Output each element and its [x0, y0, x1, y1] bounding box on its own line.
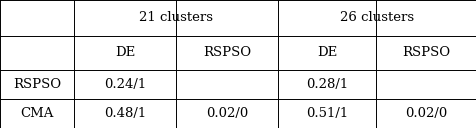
Text: 0.51/1: 0.51/1 — [306, 107, 348, 120]
Text: 21 clusters: 21 clusters — [139, 11, 213, 24]
Text: DE: DE — [317, 46, 337, 59]
Text: 26 clusters: 26 clusters — [340, 11, 414, 24]
Text: RSPSO: RSPSO — [402, 46, 450, 59]
Text: 0.28/1: 0.28/1 — [306, 78, 348, 91]
Text: CMA: CMA — [20, 107, 54, 120]
Text: 0.02/0: 0.02/0 — [405, 107, 447, 120]
Text: RSPSO: RSPSO — [13, 78, 61, 91]
Text: RSPSO: RSPSO — [203, 46, 251, 59]
Text: 0.02/0: 0.02/0 — [206, 107, 248, 120]
Text: 0.48/1: 0.48/1 — [104, 107, 146, 120]
Text: DE: DE — [115, 46, 135, 59]
Text: 0.24/1: 0.24/1 — [104, 78, 146, 91]
